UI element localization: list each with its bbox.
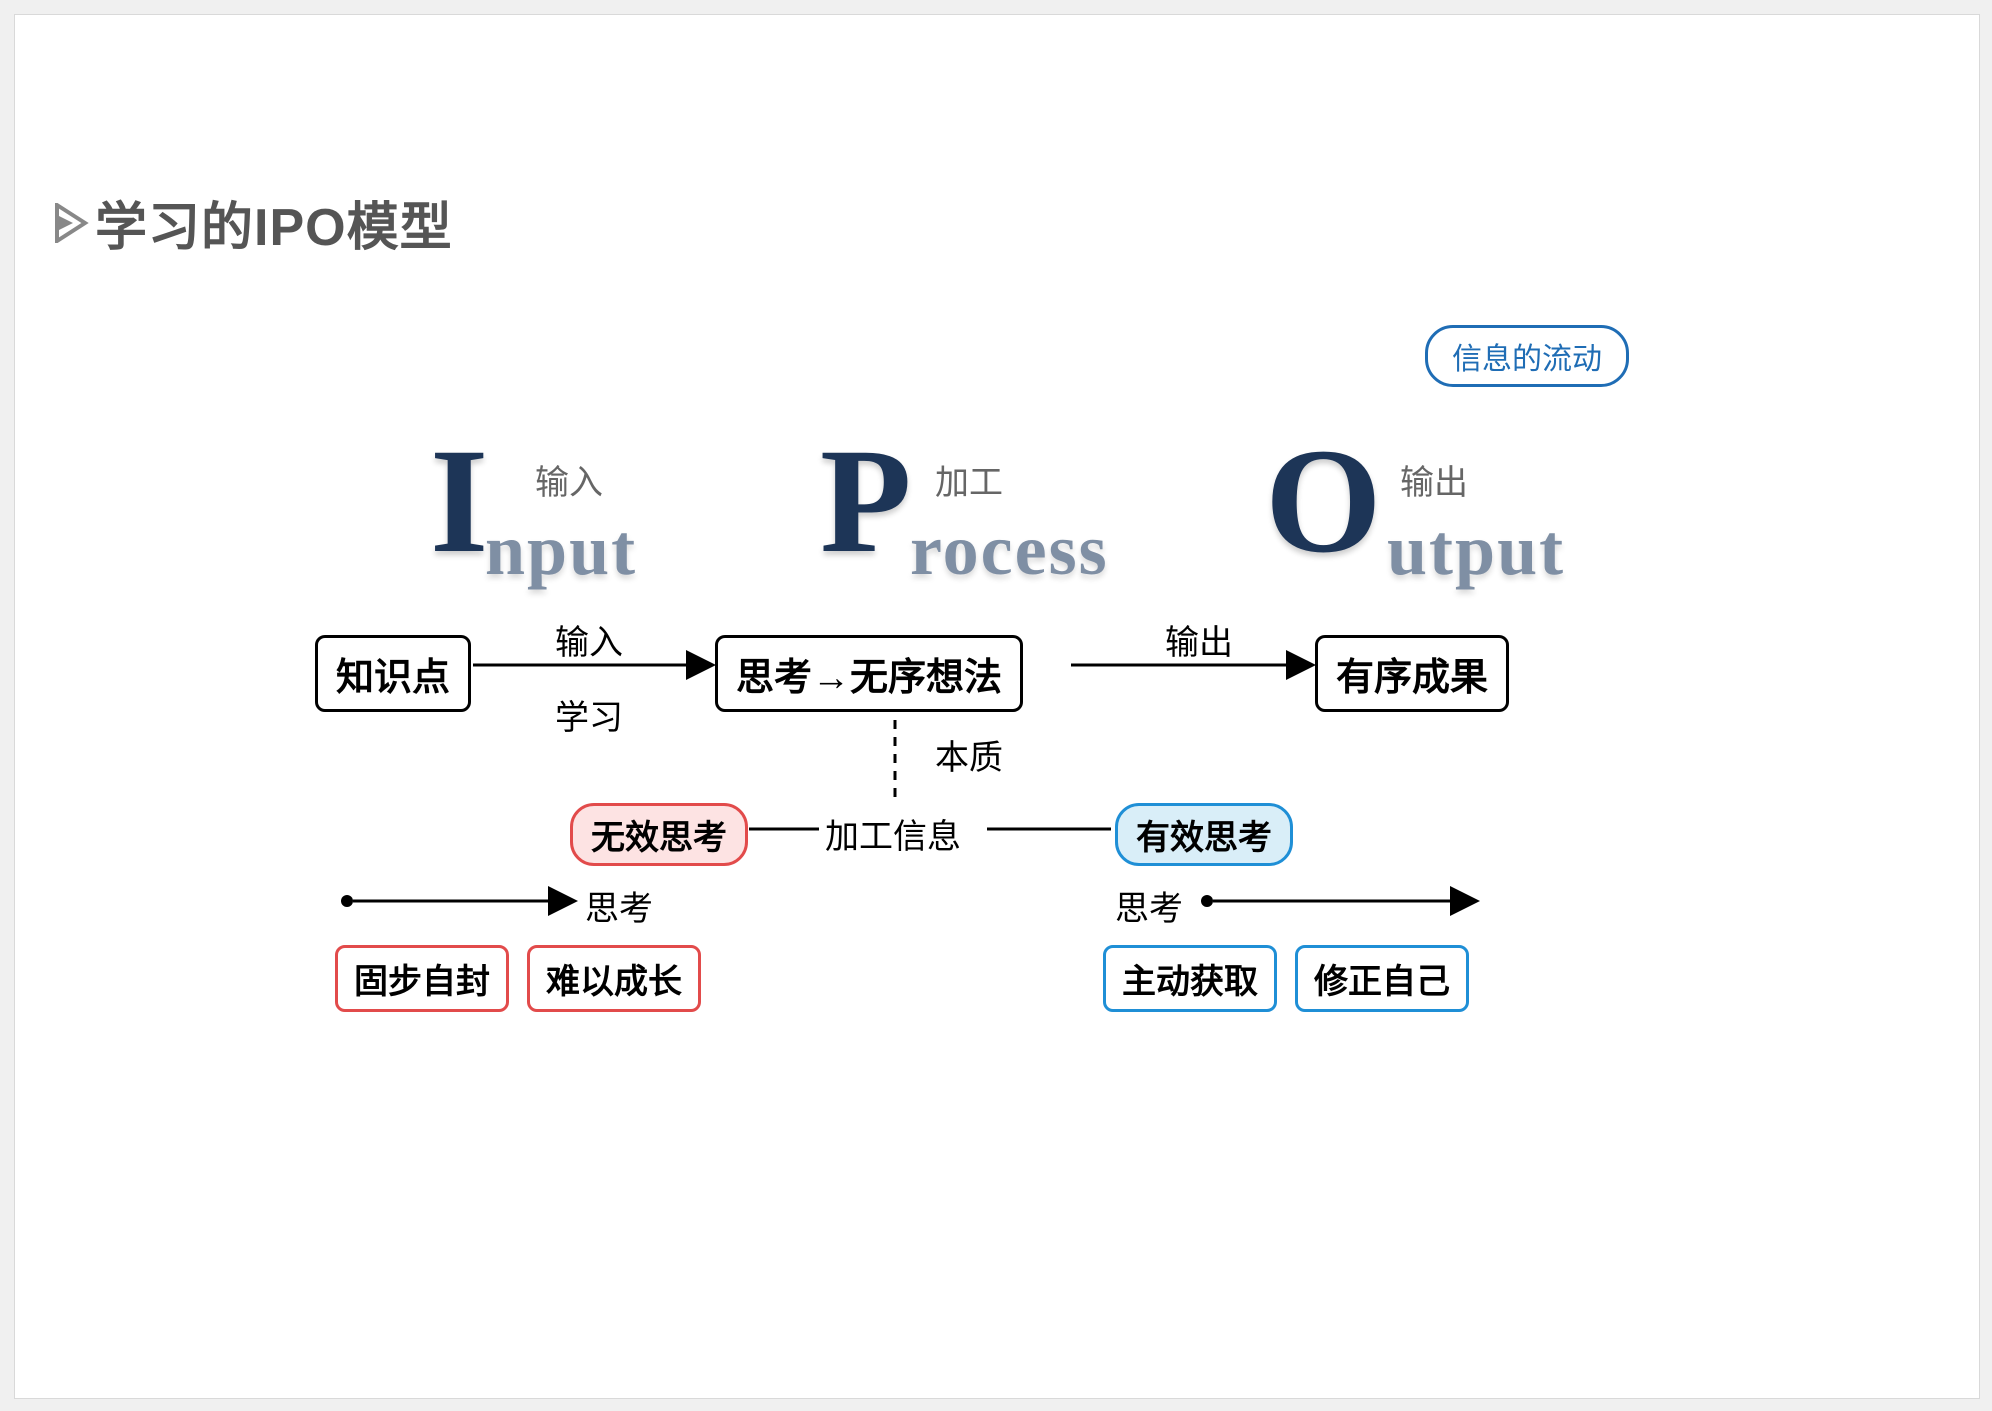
slide-page: 学习的IPO模型 信息的流动 I nput 输入 P rocess 加工 O u…: [14, 14, 1980, 1399]
flow-box-knowledge: 知识点: [315, 635, 471, 712]
box-stagnant: 固步自封: [335, 945, 509, 1012]
label-think-left: 思考: [585, 881, 653, 930]
flow-box-result: 有序成果: [1315, 635, 1509, 712]
label-output: 输出: [1165, 615, 1233, 664]
dot-right: [1201, 895, 1213, 907]
label-process-info: 加工信息: [825, 809, 961, 858]
box-self-correct: 修正自己: [1295, 945, 1469, 1012]
play-triangle-icon: [55, 203, 89, 243]
slide-title-row: 学习的IPO模型: [55, 185, 453, 260]
label-essence: 本质: [935, 730, 1003, 779]
label-input-top: 输入: [555, 615, 623, 664]
dot-left: [341, 895, 353, 907]
pill-effective-thinking: 有效思考: [1115, 803, 1293, 866]
label-think-right: 思考: [1115, 881, 1183, 930]
flow-box-think: 思考→无序想法: [715, 635, 1023, 712]
pill-ineffective-thinking: 无效思考: [570, 803, 748, 866]
box-proactive: 主动获取: [1103, 945, 1277, 1012]
slide-title: 学习的IPO模型: [95, 185, 453, 260]
label-input-bottom: 学习: [555, 690, 623, 739]
ipo-diagram: 信息的流动 I nput 输入 P rocess 加工 O utput 输出: [295, 325, 1715, 1085]
box-hard-to-grow: 难以成长: [527, 945, 701, 1012]
